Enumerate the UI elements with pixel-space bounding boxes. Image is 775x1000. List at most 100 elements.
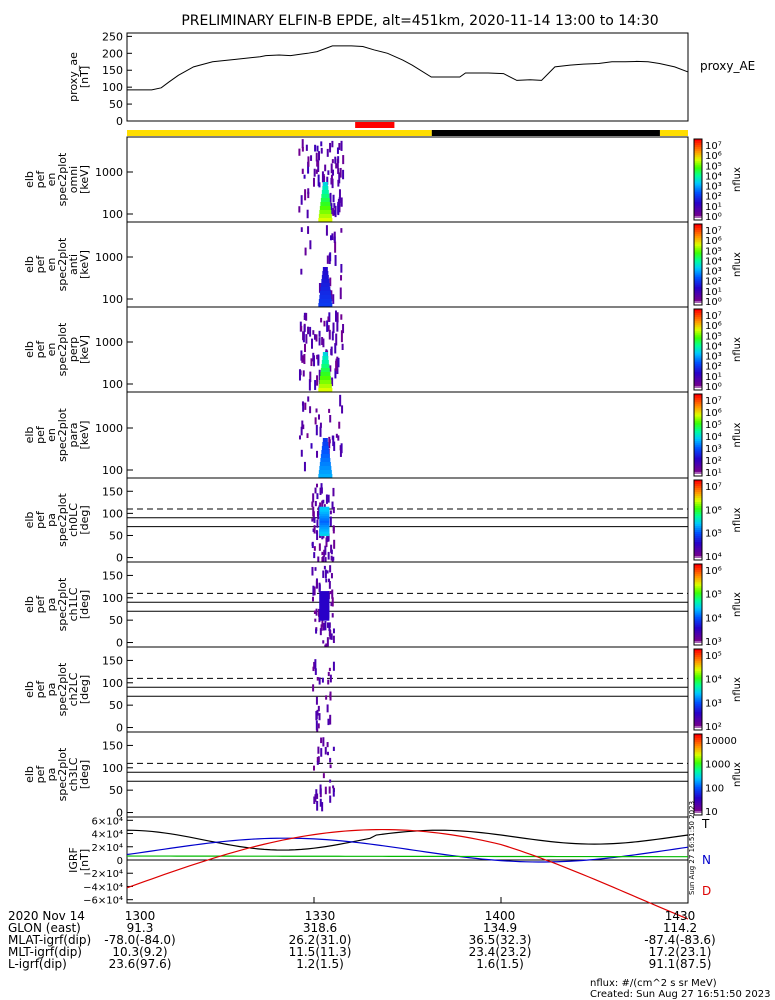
- colorbar-cell: [694, 576, 702, 579]
- colorbar-cell: [694, 492, 702, 495]
- colorbar-cell: [694, 750, 702, 753]
- spectrogram-pixel: [316, 161, 319, 166]
- spectrogram-pixel: [320, 202, 331, 206]
- colorbar-cell: [694, 480, 702, 483]
- colorbar-cell: [694, 502, 702, 505]
- colorbar-cell: [694, 406, 702, 409]
- colorbar: 10⁵ 10⁴ 10³ 10² nflux: [693, 648, 743, 733]
- ylabel-line: pa: [45, 768, 58, 782]
- spectrogram-pixel: [321, 551, 324, 556]
- spectrogram-pixel: [332, 789, 335, 797]
- spectrogram-pixel: [306, 433, 309, 439]
- spectrogram-pixel: [318, 582, 321, 593]
- colorbar-cell: [694, 574, 702, 577]
- x-row-value: 134.9: [483, 921, 517, 935]
- colorbar-cell: [694, 294, 702, 298]
- ylabel-line: pef: [34, 680, 47, 699]
- spectrogram-pixel: [342, 169, 345, 180]
- spectrogram-pixel: [318, 282, 321, 293]
- colorbar-cell: [694, 264, 702, 268]
- colorbar-tick-label: 10⁰: [705, 382, 722, 393]
- spectrogram-pixel: [302, 331, 305, 341]
- spectrogram-pixel: [332, 169, 335, 176]
- colorbar-cell: [694, 398, 702, 401]
- colorbar-cell: [694, 284, 702, 288]
- colorbar-cell: [694, 234, 702, 237]
- colorbar-cell: [694, 280, 702, 284]
- colorbar-cell: [694, 640, 702, 644]
- spectrogram-pixel: [303, 312, 306, 317]
- ylabel-line: anti: [67, 254, 80, 275]
- colorbar-cell: [694, 191, 702, 195]
- colorbar-cell: [694, 451, 702, 454]
- pa-tick-label: 50: [109, 699, 123, 712]
- colorbar-cell: [694, 298, 702, 302]
- ylabel-line: spec2plot: [56, 747, 69, 801]
- colorbar-cell: [694, 564, 702, 567]
- colorbar-cell: [694, 736, 702, 739]
- colorbar-cell: [694, 228, 702, 231]
- colorbar-cell: [694, 351, 702, 355]
- ylabel-line: ch0LC: [67, 503, 80, 537]
- colorbar-cell: [694, 800, 702, 804]
- spectrogram-pixel: [329, 414, 332, 423]
- colorbar-cell: [694, 717, 702, 721]
- colorbar-cell: [694, 459, 702, 463]
- spectrogram-pixel: [334, 156, 337, 164]
- colorbar-cell: [694, 588, 702, 591]
- spectrogram-pixel: [320, 147, 323, 154]
- spectrogram-pixel: [315, 483, 318, 488]
- created-note: Created: Sun Aug 27 16:51:50 2023: [590, 989, 770, 1000]
- colorbar-cell: [694, 788, 702, 792]
- ylabel-line: en: [45, 258, 58, 272]
- spectrogram-pixel: [313, 334, 316, 340]
- spectrogram-pixel: [300, 449, 303, 457]
- spectrogram-pixel: [321, 802, 324, 812]
- colorbar-cell: [694, 612, 702, 616]
- colorbar-cell: [694, 486, 702, 489]
- colorbar-cell: [694, 347, 702, 350]
- colorbar-cell: [694, 373, 702, 377]
- x-row-value: 26.2(31.0): [289, 933, 352, 947]
- colorbar-cell: [694, 798, 702, 802]
- colorbar-cell: [694, 272, 702, 276]
- ylabel-line: elb: [23, 341, 36, 358]
- spectrogram-pixel: [330, 549, 333, 555]
- spectrogram-pixel: [319, 466, 332, 470]
- spectrogram-pixel: [322, 438, 328, 442]
- colorbar-cell: [694, 155, 702, 158]
- spectrogram-pixel: [332, 525, 335, 531]
- colorbar-cell: [694, 687, 702, 690]
- colorbar-cell: [694, 361, 702, 365]
- spectrogram-pixel: [317, 723, 320, 729]
- spectrogram-pixel: [303, 325, 306, 333]
- spectrogram-pixel: [321, 360, 329, 364]
- colorbar-tick-label: 10³: [705, 352, 722, 363]
- spectrogram-pixel: [318, 713, 321, 721]
- igrf-legend-n: N: [702, 853, 711, 867]
- spectrogram-pixel: [325, 494, 328, 504]
- igrf-tick-label: 0: [117, 856, 123, 867]
- colorbar-cell: [694, 187, 702, 191]
- ylabel-line: pa: [45, 683, 58, 697]
- spectrogram-pixel: [312, 493, 315, 503]
- ylabel-line: spec2plot: [56, 662, 69, 716]
- panel-frame: [126, 646, 689, 733]
- spectrogram-pixel: [319, 506, 330, 512]
- ylabel-line: pa: [45, 598, 58, 612]
- spectrogram-pixel: [332, 194, 335, 203]
- spectrogram-pixel: [335, 360, 338, 371]
- x-row-value: -87.4(-83.6): [644, 933, 715, 947]
- ylabel-line: [keV]: [78, 165, 91, 194]
- colorbar-cell: [694, 177, 702, 180]
- colorbar-cell: [694, 776, 702, 780]
- spectrogram-pixel: [305, 144, 308, 151]
- colorbar-cell: [694, 806, 702, 810]
- colorbar-cell: [694, 482, 702, 485]
- colorbar-cell: [694, 341, 702, 344]
- colorbar-cell: [694, 677, 702, 680]
- spectrogram-pixel: [330, 235, 333, 241]
